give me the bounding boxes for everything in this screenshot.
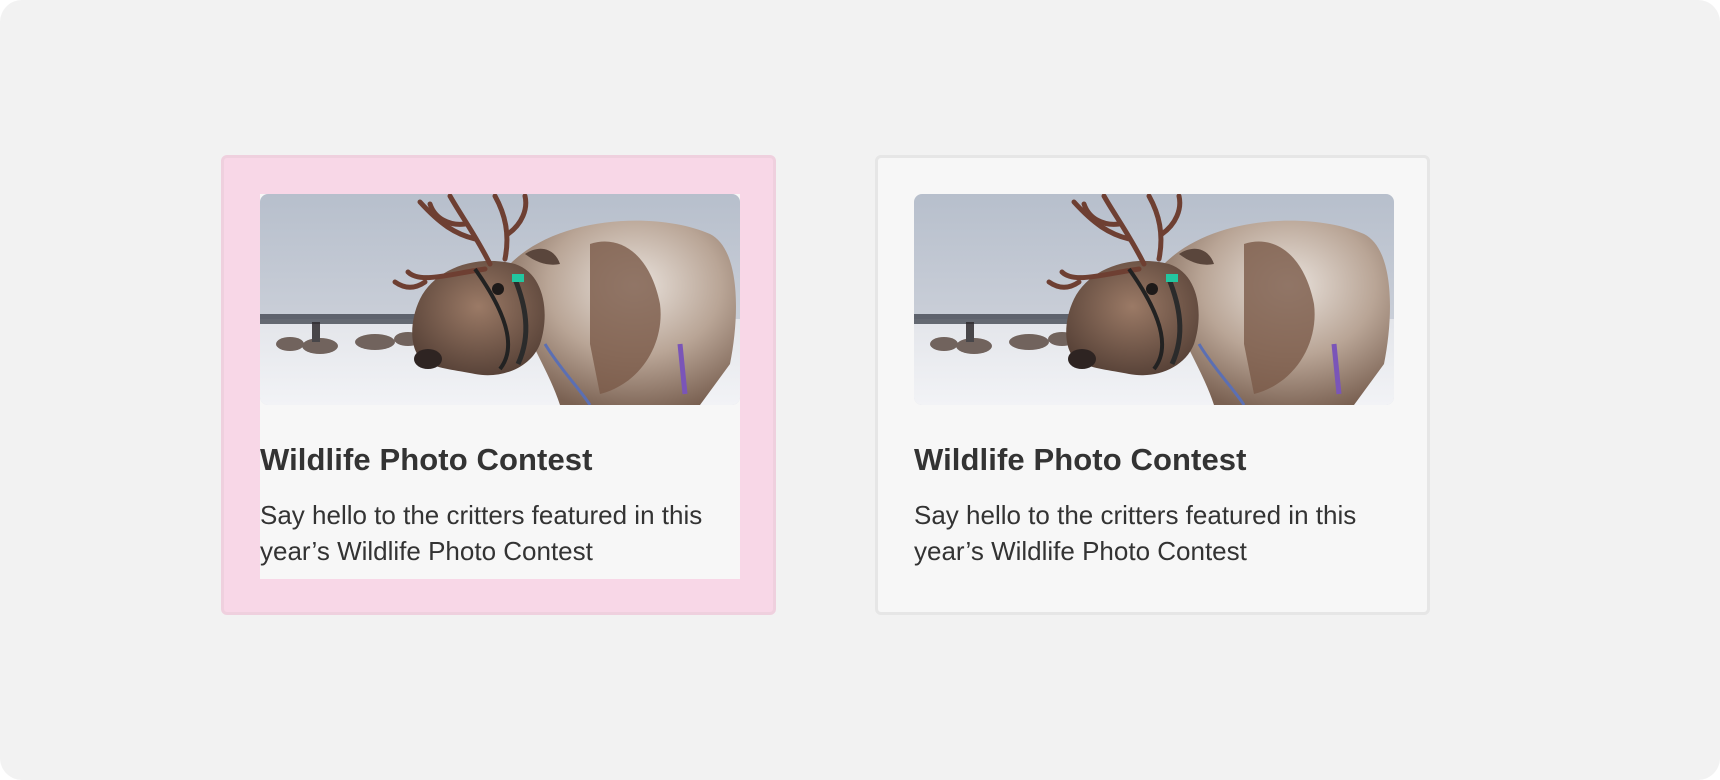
card-title: Wildlife Photo Contest	[260, 442, 593, 477]
card-default[interactable]: Wildlife Photo Contest Say hello to the …	[875, 155, 1430, 615]
card-description: Say hello to the critters featured in th…	[260, 500, 703, 566]
reindeer-photo	[260, 194, 740, 405]
card-title: Wildlife Photo Contest	[914, 442, 1247, 477]
card-highlighted[interactable]: Wildlife Photo Contest Say hello to the …	[221, 155, 776, 615]
card-content: Wildlife Photo Contest Say hello to the …	[260, 194, 740, 579]
reindeer-photo	[914, 194, 1394, 405]
card-content: Wildlife Photo Contest Say hello to the …	[914, 194, 1394, 579]
card-description: Say hello to the critters featured in th…	[914, 500, 1357, 566]
